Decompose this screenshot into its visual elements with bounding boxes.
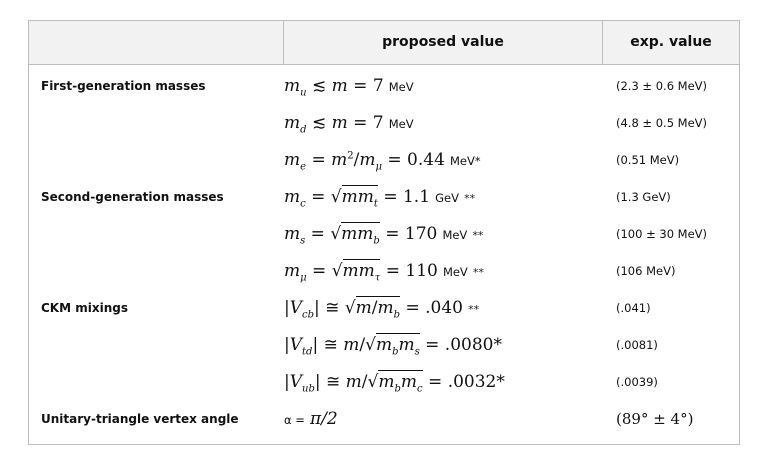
exp-value: (106 MeV) [616,264,676,278]
table-row: Unitary-triangle vertex angle α = π/2 (8… [29,401,739,437]
exp-value: (100 ± 30 MeV) [616,227,708,241]
proposed-value: α = π/2 [284,409,338,429]
header-divider [602,21,603,64]
header-divider [283,21,284,64]
table-row: CKM mixings |Vcb| ≅ √m/mb = .040 ** (.04… [29,290,739,326]
exp-value: (0.51 MeV) [616,153,680,167]
proposed-value: |Vcb| ≅ √m/mb = .040 ** [284,296,480,321]
proposed-value: me = m2/mμ = 0.44 MeV* [284,150,481,173]
exp-value: (.041) [616,301,651,315]
proposed-value: ms = √mmb = 170 MeV ** [284,222,484,247]
table-row: First-generation masses mu ≲ m = 7 MeV (… [29,68,739,104]
row-label: Unitary-triangle vertex angle [41,412,239,426]
exp-value: (4.8 ± 0.5 MeV) [616,116,708,130]
proposed-value: mu ≲ m = 7 MeV [284,76,414,99]
proposed-value: mμ = √mmτ = 110 MeV ** [284,259,484,284]
proposed-value: mc = √mmt = 1.1 GeV ** [284,185,476,210]
table-row: |Vtd| ≅ m/√mbms = .0080* (.0081) [29,327,739,363]
table-row: mμ = √mmτ = 110 MeV ** (106 MeV) [29,253,739,289]
table-header: proposed value exp. value [29,21,739,65]
table-row: ms = √mmb = 170 MeV ** (100 ± 30 MeV) [29,216,739,252]
table-row: |Vub| ≅ m/√mbmc = .0032* (.0039) [29,364,739,400]
exp-value: (89° ± 4°) [616,410,694,428]
table-row: me = m2/mμ = 0.44 MeV* (0.51 MeV) [29,142,739,178]
header-col-label [29,21,283,64]
row-label: Second-generation masses [41,190,224,204]
table-row: Second-generation masses mc = √mmt = 1.1… [29,179,739,215]
row-label: CKM mixings [41,301,128,315]
proposed-value: md ≲ m = 7 MeV [284,113,414,136]
proposed-value: |Vtd| ≅ m/√mbms = .0080* [284,333,502,358]
exp-value: (2.3 ± 0.6 MeV) [616,79,708,93]
exp-value: (.0081) [616,338,658,352]
header-col-proposed: proposed value [382,34,504,50]
exp-value: (.0039) [616,375,658,389]
proposed-value: |Vub| ≅ m/√mbmc = .0032* [284,370,505,395]
comparison-table: proposed value exp. value First-generati… [28,20,740,445]
row-label: First-generation masses [41,79,206,93]
header-col-exp: exp. value [630,34,712,50]
exp-value: (1.3 GeV) [616,190,671,204]
table-row: md ≲ m = 7 MeV (4.8 ± 0.5 MeV) [29,105,739,141]
